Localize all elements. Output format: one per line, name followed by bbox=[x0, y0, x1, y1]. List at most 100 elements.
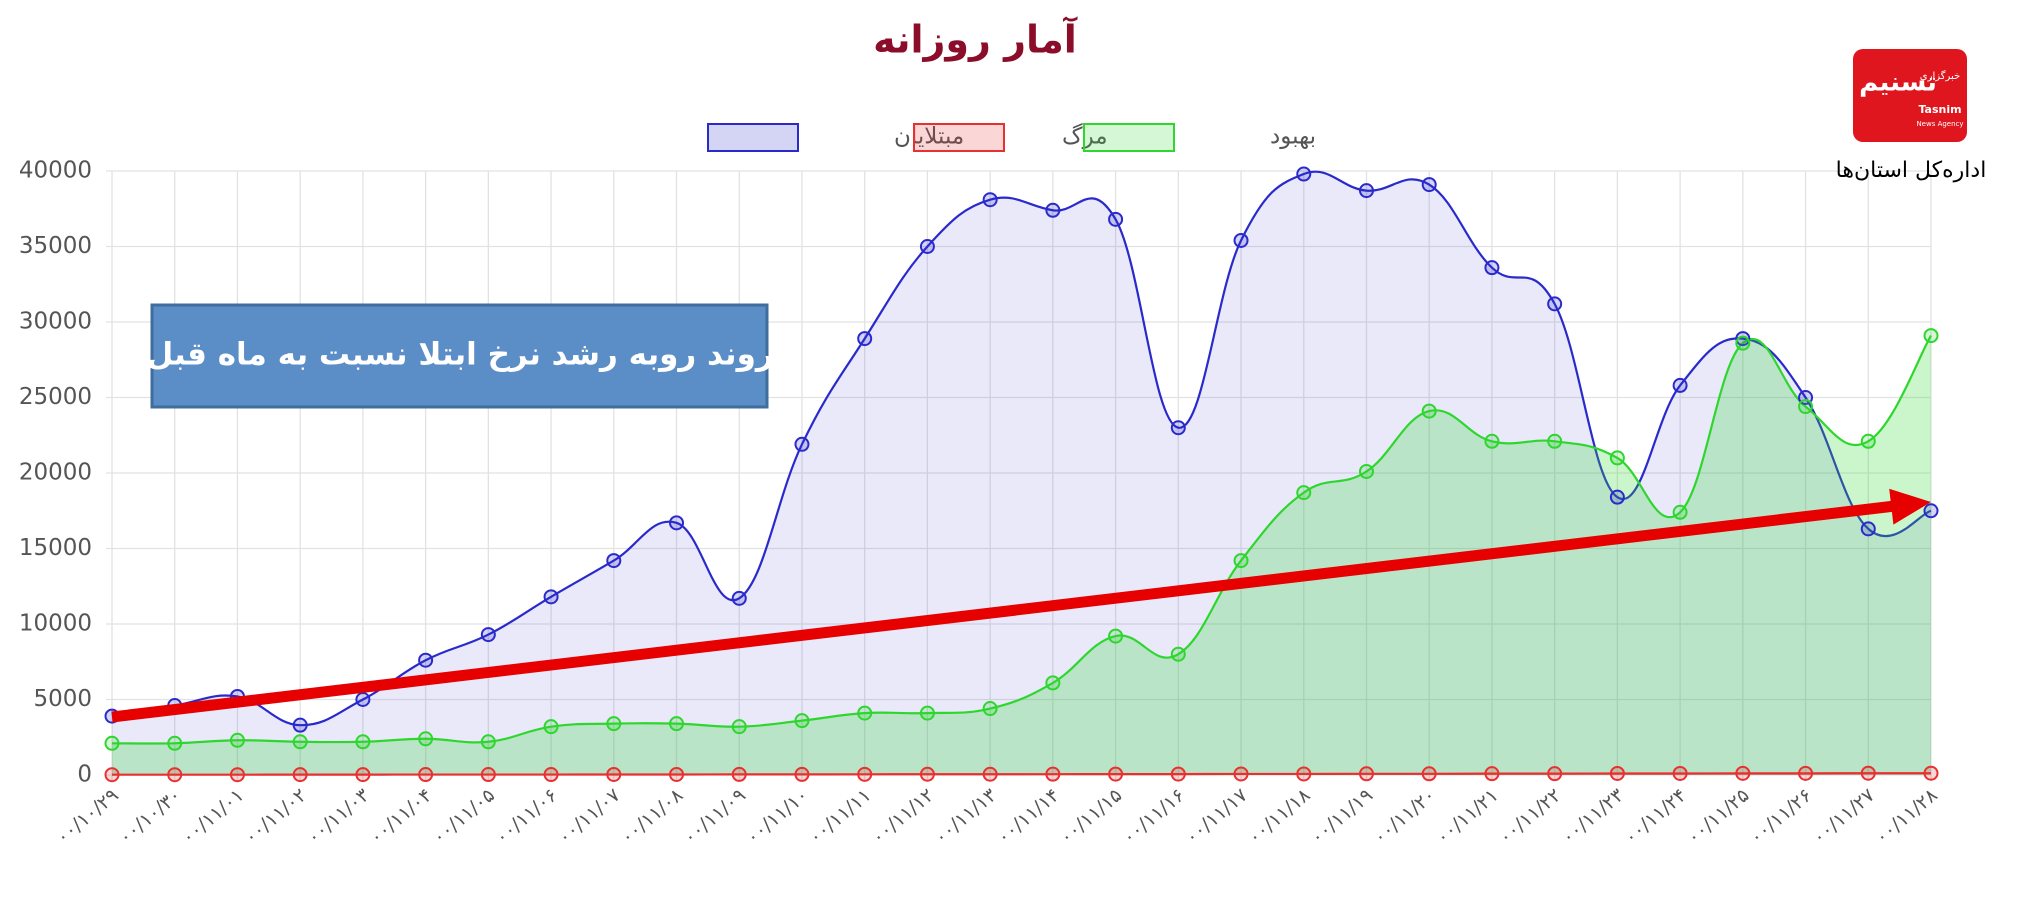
data-point bbox=[982, 192, 998, 208]
data-point bbox=[1735, 331, 1751, 347]
legend: مبتلایان مرگ بهبود bbox=[707, 123, 1316, 152]
data-point bbox=[731, 766, 747, 782]
data-point bbox=[1170, 420, 1186, 436]
data-point bbox=[1609, 450, 1625, 466]
data-point bbox=[982, 701, 998, 717]
data-point bbox=[1672, 504, 1688, 520]
data-point bbox=[1108, 766, 1124, 782]
y-tick-label: 5000 bbox=[33, 686, 92, 712]
data-point bbox=[167, 735, 183, 751]
data-point bbox=[1421, 403, 1437, 419]
data-point bbox=[669, 716, 685, 732]
annotation: روند روبه رشد نرخ ابتلا نسبت به ماه قبل bbox=[146, 337, 773, 373]
data-point bbox=[606, 766, 622, 782]
data-point bbox=[1860, 521, 1876, 537]
arrow-head bbox=[1889, 488, 1931, 525]
data-point bbox=[480, 627, 496, 643]
data-point bbox=[1233, 553, 1249, 569]
data-point bbox=[1860, 765, 1876, 781]
data-point bbox=[1735, 335, 1751, 351]
data-point bbox=[1735, 765, 1751, 781]
data-point bbox=[1233, 232, 1249, 248]
data-point bbox=[857, 705, 873, 721]
data-point bbox=[1170, 766, 1186, 782]
data-point bbox=[1860, 433, 1876, 449]
data-point bbox=[731, 590, 747, 606]
data-point bbox=[543, 589, 559, 605]
data-point bbox=[857, 331, 873, 347]
data-point bbox=[1358, 183, 1374, 199]
data-point bbox=[1296, 766, 1312, 782]
logo-agency: خبرگزاری bbox=[1920, 70, 1960, 82]
data-point bbox=[1798, 399, 1814, 415]
data-point bbox=[543, 719, 559, 735]
data-point bbox=[229, 732, 245, 748]
data-point bbox=[794, 766, 810, 782]
data-point bbox=[1170, 646, 1186, 662]
data-point bbox=[1923, 328, 1939, 344]
y-tick-label: 15000 bbox=[19, 535, 92, 561]
data-point bbox=[794, 713, 810, 729]
data-point bbox=[292, 717, 308, 733]
y-tick-label: 30000 bbox=[19, 309, 92, 335]
data-point bbox=[1484, 433, 1500, 449]
series-area bbox=[112, 171, 1931, 776]
data-point bbox=[355, 734, 371, 750]
data-point bbox=[1045, 675, 1061, 691]
series-line bbox=[111, 170, 1932, 727]
data-point bbox=[1547, 296, 1563, 312]
data-point bbox=[104, 735, 120, 751]
data-point bbox=[418, 767, 434, 783]
data-point bbox=[982, 766, 998, 782]
legend-swatch bbox=[913, 123, 1005, 152]
data-point bbox=[1609, 489, 1625, 505]
logo-latin: Tasnim bbox=[1918, 103, 1961, 116]
data-point bbox=[669, 766, 685, 782]
trend-arrow bbox=[111, 488, 1931, 723]
y-tick-label: 25000 bbox=[19, 384, 92, 410]
data-point bbox=[480, 767, 496, 783]
data-point bbox=[104, 767, 120, 783]
legend-label: بهبود bbox=[1270, 124, 1316, 150]
data-point bbox=[919, 705, 935, 721]
y-tick-label: 35000 bbox=[19, 233, 92, 259]
data-point bbox=[355, 767, 371, 783]
logo: تسنیم خبرگزاری Tasnim News Agency اداره‌… bbox=[1836, 49, 1986, 183]
data-point bbox=[1358, 766, 1374, 782]
series-line bbox=[111, 335, 1932, 745]
series-area bbox=[112, 335, 1931, 775]
data-point bbox=[1547, 766, 1563, 782]
data-point bbox=[1547, 433, 1563, 449]
data-point bbox=[606, 716, 622, 732]
data-point bbox=[418, 652, 434, 668]
data-point bbox=[1923, 765, 1939, 781]
data-point bbox=[1484, 766, 1500, 782]
y-tick-label: 0 bbox=[77, 762, 92, 788]
data-point bbox=[1609, 765, 1625, 781]
data-point bbox=[418, 731, 434, 747]
data-point bbox=[1923, 503, 1939, 519]
data-point bbox=[1296, 485, 1312, 501]
data-point bbox=[167, 767, 183, 783]
logo-name: تسنیم bbox=[1859, 68, 1937, 98]
data-point bbox=[355, 692, 371, 707]
data-point bbox=[1045, 766, 1061, 782]
chart-title: آمار روزانه bbox=[873, 16, 1078, 63]
logo-latin-sub: News Agency bbox=[1916, 120, 1963, 128]
logo-badge bbox=[1853, 49, 1967, 142]
y-tick-label: 40000 bbox=[19, 158, 92, 184]
data-point bbox=[1421, 177, 1437, 193]
data-point bbox=[794, 436, 810, 452]
arrow-shaft bbox=[111, 500, 1896, 723]
data-point bbox=[229, 767, 245, 783]
annotation-box bbox=[150, 303, 769, 409]
data-point bbox=[1296, 166, 1312, 182]
y-tick-label: 10000 bbox=[19, 611, 92, 637]
data-point bbox=[1421, 766, 1437, 782]
data-point bbox=[1108, 628, 1124, 644]
data-point bbox=[1672, 377, 1688, 393]
data-point bbox=[1672, 765, 1688, 781]
data-point bbox=[1233, 766, 1249, 782]
